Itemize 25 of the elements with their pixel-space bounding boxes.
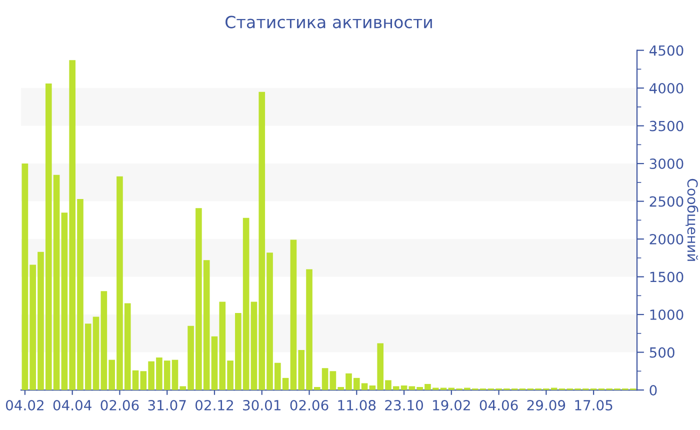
y-tick-label: 3000 xyxy=(650,158,684,170)
y-tick-label: 2000 xyxy=(650,234,684,245)
y-tick-label: 500 xyxy=(650,347,674,358)
y-tick-label: 4500 xyxy=(649,45,684,56)
y-tick-label: 3500 xyxy=(650,120,684,132)
y-tick-label: 1000 xyxy=(650,309,684,320)
y-tick-label: 0 xyxy=(650,384,657,396)
y-axis-title: Сообщений xyxy=(686,178,698,261)
x-tick-label: 04.02 xyxy=(6,400,44,410)
x-tick-label: 17.05 xyxy=(575,400,612,410)
x-tick-label: 02.06 xyxy=(290,400,328,410)
y-tick-label: 2500 xyxy=(650,196,684,207)
y-tick-label: 1500 xyxy=(650,272,684,282)
x-tick-label: 04.04 xyxy=(53,400,92,410)
x-tick-label: 29.09 xyxy=(527,400,566,410)
x-tick-label: 31.07 xyxy=(148,400,186,410)
x-tick-label: 19.02 xyxy=(433,400,470,410)
x-tick-label: 04.06 xyxy=(480,400,518,410)
x-tick-label: 02.06 xyxy=(100,400,139,410)
x-tick-label: 30.01 xyxy=(243,400,280,410)
x-tick-label: 02.12 xyxy=(196,400,233,410)
x-tick-label: 11.08 xyxy=(338,400,376,410)
chart-title: Статистика активности xyxy=(226,16,432,28)
y-tick-label: 4000 xyxy=(649,83,684,94)
x-tick-label: 23.10 xyxy=(385,400,423,410)
